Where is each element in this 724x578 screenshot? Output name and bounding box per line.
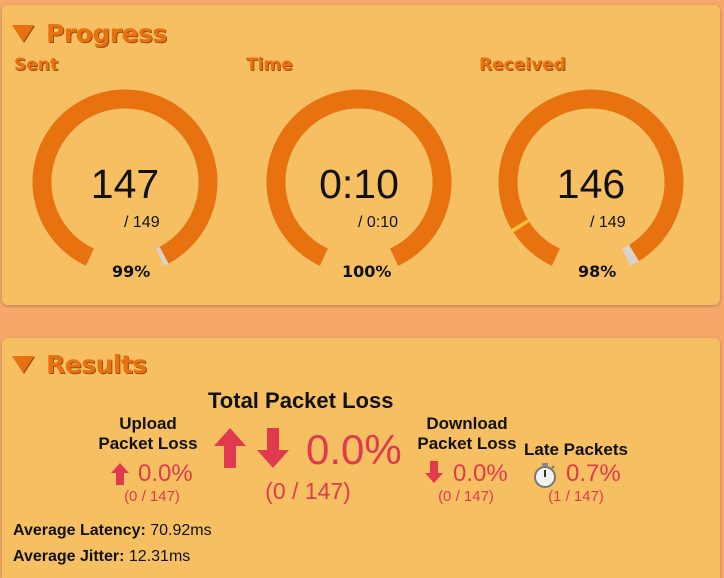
results-title: Results (46, 350, 147, 379)
results-panel: Results Total Packet Loss 0.0% (0 / 147)… (2, 338, 720, 578)
average-latency-value: 70.92ms (150, 522, 212, 539)
arrow-down-icon (257, 428, 289, 468)
upload-loss-label: Upload Packet Loss (98, 414, 198, 454)
late-packets-label: Late Packets (524, 440, 628, 459)
progress-panel: Progress Sent 147 / 149 99% Time 0:10 / … (2, 5, 720, 305)
average-jitter-value: 12.31ms (128, 548, 191, 565)
upload-loss-detail: (0 / 147) (124, 488, 180, 505)
late-packets-value: 0.7% (566, 460, 621, 487)
received-label: Received (479, 55, 566, 75)
arrow-up-icon (111, 463, 129, 485)
sent-gauge-ring (32, 89, 218, 266)
upload-label-line2: Packet Loss (98, 434, 198, 453)
received-percent: 98% (578, 262, 617, 281)
average-jitter: Average Jitter: 12.31ms (13, 548, 190, 566)
late-packets-detail: (1 / 147) (548, 488, 604, 505)
sent-percent: 99% (112, 262, 151, 281)
time-label: Time (246, 55, 293, 75)
sent-gauge: 147 / 149 99% (32, 89, 232, 289)
sent-total: / 149 (124, 214, 160, 231)
average-latency: Average Latency: 70.92ms (13, 522, 212, 540)
results-header[interactable]: Results (12, 350, 147, 379)
upload-label-line1: Upload (119, 414, 177, 433)
sent-value: 147 (90, 161, 160, 207)
download-loss-label: Download Packet Loss (412, 414, 522, 454)
progress-header[interactable]: Progress (12, 19, 167, 48)
total-loss-detail: (0 / 147) (265, 478, 351, 504)
received-value: 146 (556, 161, 626, 207)
time-gauge-ring (266, 89, 452, 266)
sent-label: Sent (14, 55, 59, 75)
stopwatch-icon (534, 463, 556, 488)
time-value: 0:10 (319, 161, 399, 207)
gauge-fill (266, 89, 452, 266)
time-gauge: 0:10 / 0:10 100% (266, 89, 466, 289)
average-jitter-label: Average Jitter: (13, 548, 125, 565)
triangle-down-icon[interactable] (12, 25, 34, 42)
received-gauge: 146 / 149 98% (498, 89, 698, 289)
gauge-fill (498, 89, 684, 266)
download-loss-value: 0.0% (453, 460, 508, 487)
progress-title: Progress (46, 19, 167, 48)
average-latency-label: Average Latency: (13, 522, 146, 539)
arrow-down-icon (425, 461, 443, 483)
triangle-down-icon[interactable] (12, 356, 34, 373)
download-label-line2: Packet Loss (417, 434, 517, 453)
total-loss-value: 0.0% (306, 426, 402, 473)
total-loss-label: Total Packet Loss (208, 388, 394, 413)
time-total: / 0:10 (358, 214, 399, 231)
gauge-fill (32, 89, 218, 266)
received-gauge-ring (498, 89, 684, 266)
download-label-line1: Download (426, 414, 508, 433)
arrow-up-icon (214, 428, 246, 468)
download-loss-detail: (0 / 147) (438, 488, 494, 505)
received-total: / 149 (590, 214, 626, 231)
time-percent: 100% (342, 262, 392, 281)
gauge-late-marker (511, 219, 530, 233)
upload-loss-value: 0.0% (138, 460, 193, 487)
